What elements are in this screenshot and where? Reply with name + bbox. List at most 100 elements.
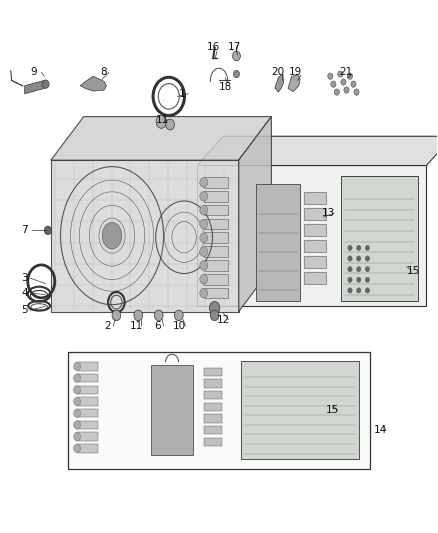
Ellipse shape [200,261,208,270]
Polygon shape [197,165,426,306]
Circle shape [112,310,121,321]
Circle shape [348,245,352,251]
Circle shape [357,266,361,272]
Text: 1: 1 [179,88,185,99]
Polygon shape [304,240,326,252]
Text: 12: 12 [217,314,230,325]
Circle shape [348,256,352,261]
Text: 8: 8 [100,68,106,77]
Ellipse shape [74,444,81,453]
Text: 15: 15 [406,266,420,276]
Polygon shape [77,374,98,382]
Circle shape [154,310,163,321]
Circle shape [134,310,143,321]
Circle shape [328,73,333,79]
Polygon shape [204,414,222,423]
Text: 11: 11 [129,321,143,331]
Circle shape [365,256,370,261]
Circle shape [348,288,352,293]
Circle shape [42,80,49,88]
Text: 13: 13 [321,208,335,219]
Polygon shape [151,365,193,455]
Ellipse shape [74,421,81,429]
Text: 18: 18 [219,82,232,92]
Polygon shape [204,232,228,243]
Circle shape [365,277,370,282]
Circle shape [351,81,356,87]
Polygon shape [304,192,326,204]
Polygon shape [77,444,98,453]
Circle shape [331,81,336,87]
Text: 9: 9 [30,68,37,77]
Ellipse shape [200,191,208,201]
Text: 16: 16 [207,43,220,52]
Polygon shape [204,177,228,188]
Ellipse shape [74,432,81,441]
Circle shape [341,79,346,85]
Circle shape [357,256,361,261]
Polygon shape [204,191,228,201]
Polygon shape [341,176,418,301]
Text: 4: 4 [21,288,28,298]
Text: 17: 17 [228,43,241,52]
Text: 20: 20 [272,68,285,77]
Circle shape [174,310,183,321]
Circle shape [348,277,352,282]
Circle shape [357,288,361,293]
Text: 14: 14 [374,425,387,435]
Circle shape [210,310,219,321]
Polygon shape [204,391,222,399]
Polygon shape [197,136,438,165]
Polygon shape [51,117,272,160]
Text: 3: 3 [21,273,28,283]
Text: 21: 21 [339,68,352,77]
Text: 11: 11 [155,115,169,125]
Ellipse shape [200,205,208,215]
Ellipse shape [200,288,208,298]
Circle shape [357,245,361,251]
Polygon shape [204,288,228,298]
Circle shape [209,302,220,314]
Circle shape [334,89,339,95]
Ellipse shape [74,397,81,406]
Polygon shape [304,208,326,220]
Text: 10: 10 [173,321,186,331]
Text: 7: 7 [21,225,28,236]
Polygon shape [304,272,326,284]
Circle shape [365,245,370,251]
Polygon shape [204,205,228,215]
Ellipse shape [74,409,81,417]
Ellipse shape [74,385,81,394]
Circle shape [156,116,166,128]
Polygon shape [304,256,326,268]
Polygon shape [80,76,106,91]
Circle shape [344,87,349,93]
Polygon shape [204,368,222,376]
Polygon shape [204,402,222,411]
Circle shape [357,277,361,282]
Text: 15: 15 [326,405,339,415]
Ellipse shape [200,274,208,284]
Circle shape [166,119,174,130]
Polygon shape [77,409,98,417]
Polygon shape [204,379,222,387]
Ellipse shape [102,222,122,249]
Ellipse shape [74,362,81,370]
Polygon shape [239,117,272,312]
Text: 19: 19 [289,68,302,77]
Circle shape [365,266,370,272]
Polygon shape [275,75,284,92]
Circle shape [348,266,352,272]
Polygon shape [204,274,228,285]
Text: 5: 5 [21,305,28,315]
Text: 2: 2 [104,321,111,331]
Ellipse shape [200,233,208,243]
Polygon shape [256,184,300,301]
Polygon shape [77,432,98,441]
Ellipse shape [200,219,208,229]
Circle shape [44,226,51,235]
Circle shape [354,89,359,95]
Polygon shape [77,397,98,406]
Circle shape [233,51,240,61]
Ellipse shape [74,374,81,382]
